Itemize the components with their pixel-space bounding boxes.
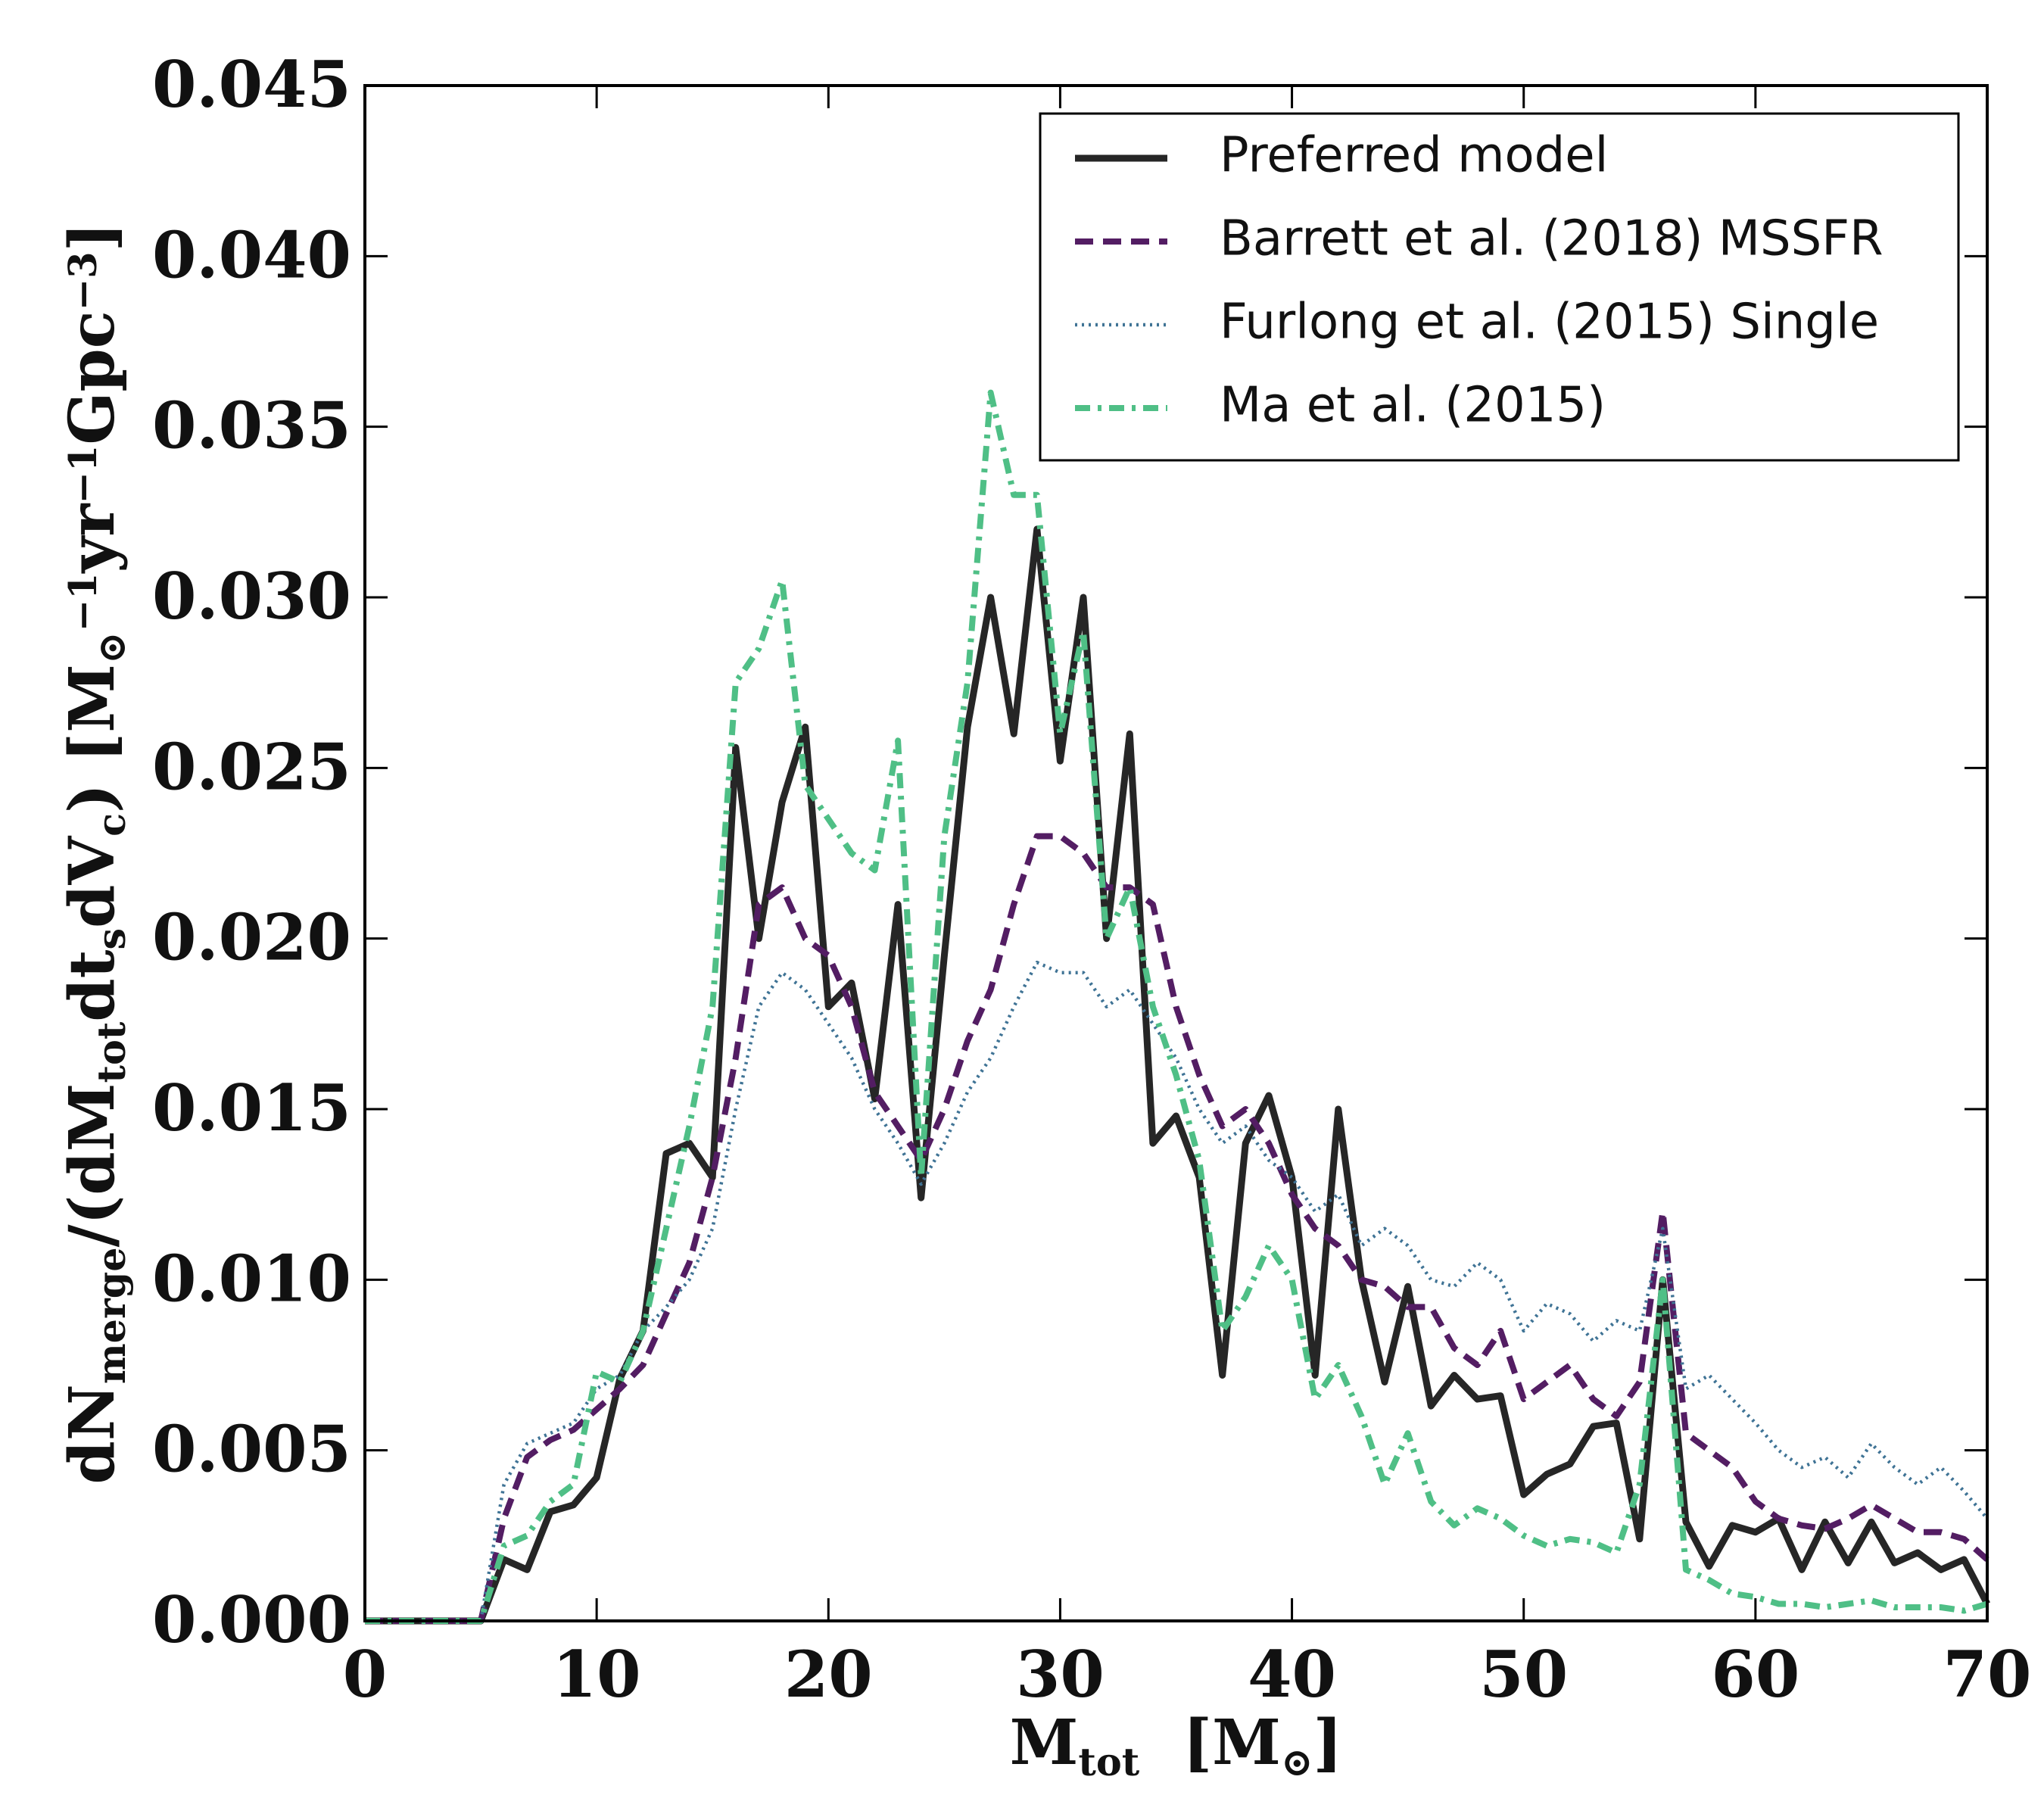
- label-sub: c: [89, 813, 134, 837]
- series-line: [365, 960, 1989, 1623]
- label-sub: ⊙: [1281, 1739, 1313, 1784]
- label-part: yr: [56, 503, 129, 575]
- y-tick-label: 0.030: [152, 559, 351, 634]
- y-tick-label: 0.035: [152, 388, 351, 463]
- label-sub: merge: [89, 1247, 134, 1384]
- label-part: dt: [56, 949, 129, 1021]
- label-part: ]: [56, 223, 129, 252]
- label-part: ) [M: [56, 664, 129, 813]
- y-tick-label: 0.000: [152, 1582, 351, 1657]
- legend-label: Barrett et al. (2018) MSSFR: [1220, 211, 1884, 267]
- x-axis-label: Mtot [M⊙]: [1010, 1706, 1343, 1784]
- x-tick-label: 0: [343, 1637, 387, 1712]
- label-part: M: [1010, 1706, 1079, 1779]
- label-part: [M: [1139, 1706, 1281, 1779]
- plot-frame: [363, 84, 1989, 1622]
- y-tick-label: 0.010: [152, 1241, 351, 1316]
- x-tick-label: 60: [1711, 1637, 1799, 1712]
- x-tick-label: 50: [1479, 1637, 1568, 1712]
- y-tick-label: 0.015: [152, 1071, 351, 1145]
- label-part: /(dM: [56, 1083, 129, 1248]
- y-tick-label: 0.005: [152, 1412, 351, 1487]
- label-part: dN: [56, 1384, 129, 1484]
- x-tick-label: 10: [553, 1637, 641, 1712]
- label-part: Gpc: [56, 310, 129, 444]
- label-sub: tot: [89, 1021, 134, 1083]
- legend-label: Preferred model: [1220, 128, 1608, 184]
- label-sub: tot: [1078, 1739, 1139, 1784]
- label-part: dV: [56, 836, 129, 928]
- series-line: [365, 389, 1989, 1624]
- y-axis-label: dNmerge/(dMtotdtsdVc) [M⊙−1yr−1Gpc−3]: [56, 223, 134, 1485]
- y-tick-label: 0.045: [152, 47, 351, 122]
- x-tick-label: 30: [1016, 1637, 1105, 1712]
- label-sub: s: [89, 928, 134, 950]
- label-sup: −1: [60, 572, 105, 631]
- x-tick-label: 40: [1248, 1637, 1336, 1712]
- x-tick-label: 70: [1943, 1637, 2032, 1712]
- series-line: [365, 833, 1989, 1624]
- x-tick-label: 20: [784, 1637, 873, 1712]
- y-tick-label: 0.020: [152, 900, 351, 975]
- label-sub: ⊙: [89, 631, 134, 664]
- y-tick-label: 0.040: [152, 217, 351, 292]
- legend-label: Ma et al. (2015): [1220, 378, 1606, 434]
- legend-box: [1039, 112, 1960, 462]
- legend-label: Furlong et al. (2015) Single: [1220, 295, 1879, 351]
- label-sup: −3: [60, 251, 105, 310]
- label-sup: −1: [60, 445, 105, 504]
- y-tick-label: 0.025: [152, 729, 351, 804]
- label-part: ]: [1313, 1706, 1343, 1779]
